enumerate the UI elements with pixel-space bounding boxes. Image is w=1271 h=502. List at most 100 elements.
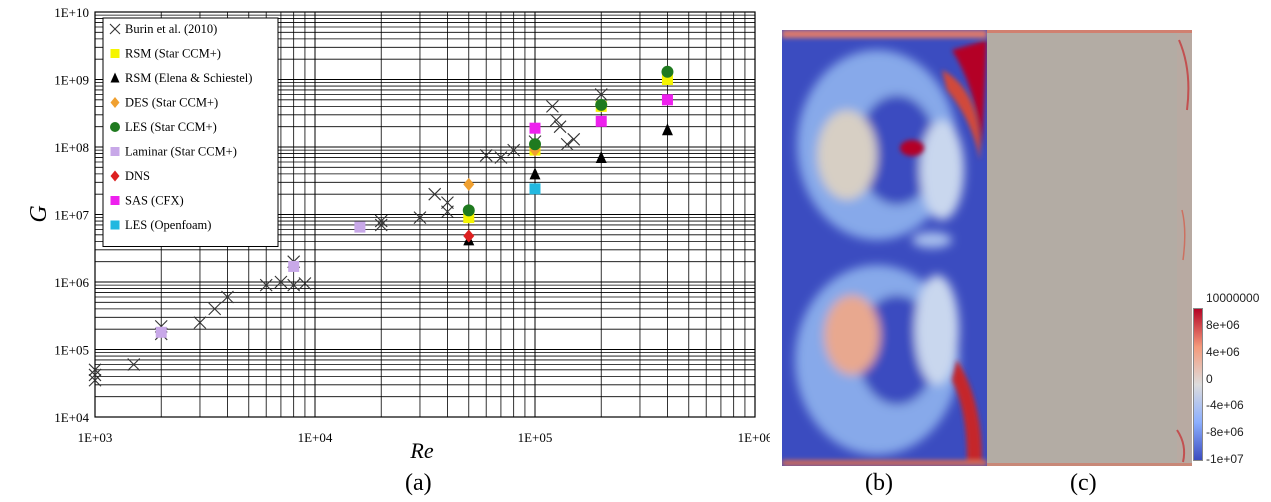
y-tick-label: 1E+08 [54,140,89,155]
data-point [127,358,141,371]
data-point [661,74,673,85]
data-point [479,149,493,162]
series-sas-cfx [529,94,673,134]
data-marks [88,65,674,387]
data-point [155,326,167,338]
data-point [298,277,312,290]
colorbar-tick-label: 4e+06 [1206,344,1240,359]
data-point [494,151,508,164]
data-point [193,316,207,330]
y-tick-label: 1E+09 [54,73,89,88]
g-vs-re-chart: 1E+03 1E+04 1E+05 1E+06 1E+04 1E+05 1E+06 1E+07… [26,5,770,463]
data-point [259,278,273,292]
legend-label: LES (Openfoam) [125,218,211,232]
data-point [374,214,388,228]
series-laminar-star-ccm [155,221,366,338]
data-point [208,302,222,316]
data-point [560,137,574,151]
legend-marker [110,147,120,156]
colorbar-tick-label: 0 [1206,371,1213,386]
data-point [463,229,475,243]
data-point [595,98,608,111]
y-tick-label: 1E+10 [54,5,89,20]
data-point [529,138,541,151]
data-point [549,113,563,127]
vorticity-field-b [782,30,987,466]
legend-marker [110,170,120,182]
data-point [546,99,559,113]
colorbar-tick-label: 8e+06 [1206,317,1240,332]
x-tick-label: 1E+05 [518,430,553,445]
series-les-openfoam [529,183,541,195]
data-point [274,275,288,289]
data-point [595,115,607,127]
colorbar-tick-label: -4e+06 [1206,398,1244,413]
y-tick-label: 1E+07 [54,208,89,223]
legend-marker [110,97,120,108]
data-point [463,212,475,224]
colorbar-tick-label: 10000000 [1206,291,1260,305]
series-rsm-star-ccm [463,74,673,224]
data-point [463,177,475,191]
y-tick-label: 1E+04 [54,410,89,425]
series-dns [463,229,475,243]
data-point [462,204,475,217]
legend-marker [110,196,120,205]
legend-label: DNS [125,169,150,183]
data-point [413,211,427,224]
data-point [594,88,608,101]
colorbar-tick-label: -1e+07 [1206,452,1244,466]
data-point [441,196,454,210]
data-point [287,278,301,292]
data-point [529,167,541,180]
data-point [354,221,366,233]
legend-marker [110,72,120,83]
panel-label-c: (c) [1070,470,1097,496]
plot-frame [94,11,756,418]
legend-marker [110,49,120,58]
data-point [88,373,102,387]
legend-marker [110,220,120,230]
data-point [567,132,581,146]
data-point [595,150,607,163]
x-axis-title: Re [409,438,433,463]
legend-label: SAS (CFX) [125,194,184,208]
y-tick-label: 1E+06 [54,275,89,290]
legend-label: LES (Star CCM+) [125,120,217,134]
data-point [661,123,673,136]
legend: Burin et al. (2010) RSM (Star CCM+) RSM (E… [102,17,279,247]
legend-box [102,17,279,247]
panel-label-a: (a) [405,470,432,496]
data-point [441,205,454,219]
legend-label: DES (Star CCM+) [125,96,218,110]
data-point [221,290,234,304]
panel-label-b: (b) [865,470,893,496]
legend-marker [110,122,120,132]
colorbar-tick-label: -8e+06 [1206,425,1244,440]
x-tick-label: 1E+06 [738,430,770,445]
data-point [88,368,102,382]
axis-ticks: 1E+03 1E+04 1E+05 1E+06 1E+04 1E+05 1E+06 1E+07… [54,5,770,445]
data-point [374,218,388,232]
series-les-star-ccm [462,65,674,217]
data-point [661,65,674,78]
data-point [553,120,567,134]
data-point [529,122,541,134]
vorticity-field-c [987,30,1192,466]
colorbar [1193,308,1203,461]
series-rsm-elena-schiestel [463,123,673,246]
data-point [288,260,300,272]
legend-label: RSM (Star CCM+) [125,47,221,61]
data-point [428,187,442,201]
legend-label: Laminar (Star CCM+) [125,145,237,159]
legend-label: Burin et al. (2010) [125,22,217,36]
data-point [661,94,673,106]
data-point [507,143,521,157]
data-point [529,183,541,195]
y-tick-label: 1E+05 [54,343,89,358]
y-axis-title: G [26,205,52,222]
legend-marker [109,23,121,35]
x-tick-label: 1E+03 [78,430,113,445]
legend-label: RSM (Elena & Schiestel) [125,71,252,85]
field-background [987,30,1192,466]
